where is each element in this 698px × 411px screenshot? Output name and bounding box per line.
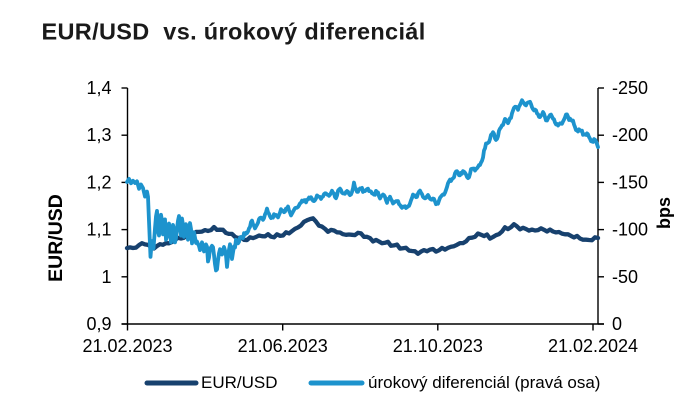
- svg-text:-50: -50: [612, 267, 638, 287]
- svg-text:21.02.2024: 21.02.2024: [548, 336, 638, 356]
- svg-text:1: 1: [101, 267, 111, 287]
- svg-text:21.06.2023: 21.06.2023: [238, 336, 328, 356]
- svg-text:-250: -250: [612, 78, 648, 98]
- svg-text:0,9: 0,9: [86, 314, 111, 334]
- svg-text:1,2: 1,2: [86, 172, 111, 192]
- svg-text:0: 0: [612, 314, 622, 334]
- svg-text:1,3: 1,3: [86, 125, 111, 145]
- svg-text:-200: -200: [612, 125, 648, 145]
- svg-text:úrokový diferenciál (pravá osa: úrokový diferenciál (pravá osa): [368, 373, 600, 392]
- svg-text:1,1: 1,1: [86, 220, 111, 240]
- svg-text:1,4: 1,4: [86, 78, 111, 98]
- svg-text:EUR/USD: EUR/USD: [201, 373, 278, 392]
- svg-text:EUR/USD vs. úrokový diferenci: EUR/USD vs. úrokový diferenciál: [42, 19, 426, 45]
- svg-text:-100: -100: [612, 220, 648, 240]
- svg-text:21.10.2023: 21.10.2023: [393, 336, 483, 356]
- svg-text:21.02.2023: 21.02.2023: [82, 336, 172, 356]
- svg-text:-150: -150: [612, 172, 648, 192]
- svg-text:bps: bps: [654, 197, 674, 229]
- svg-text:EUR/USD: EUR/USD: [45, 194, 67, 282]
